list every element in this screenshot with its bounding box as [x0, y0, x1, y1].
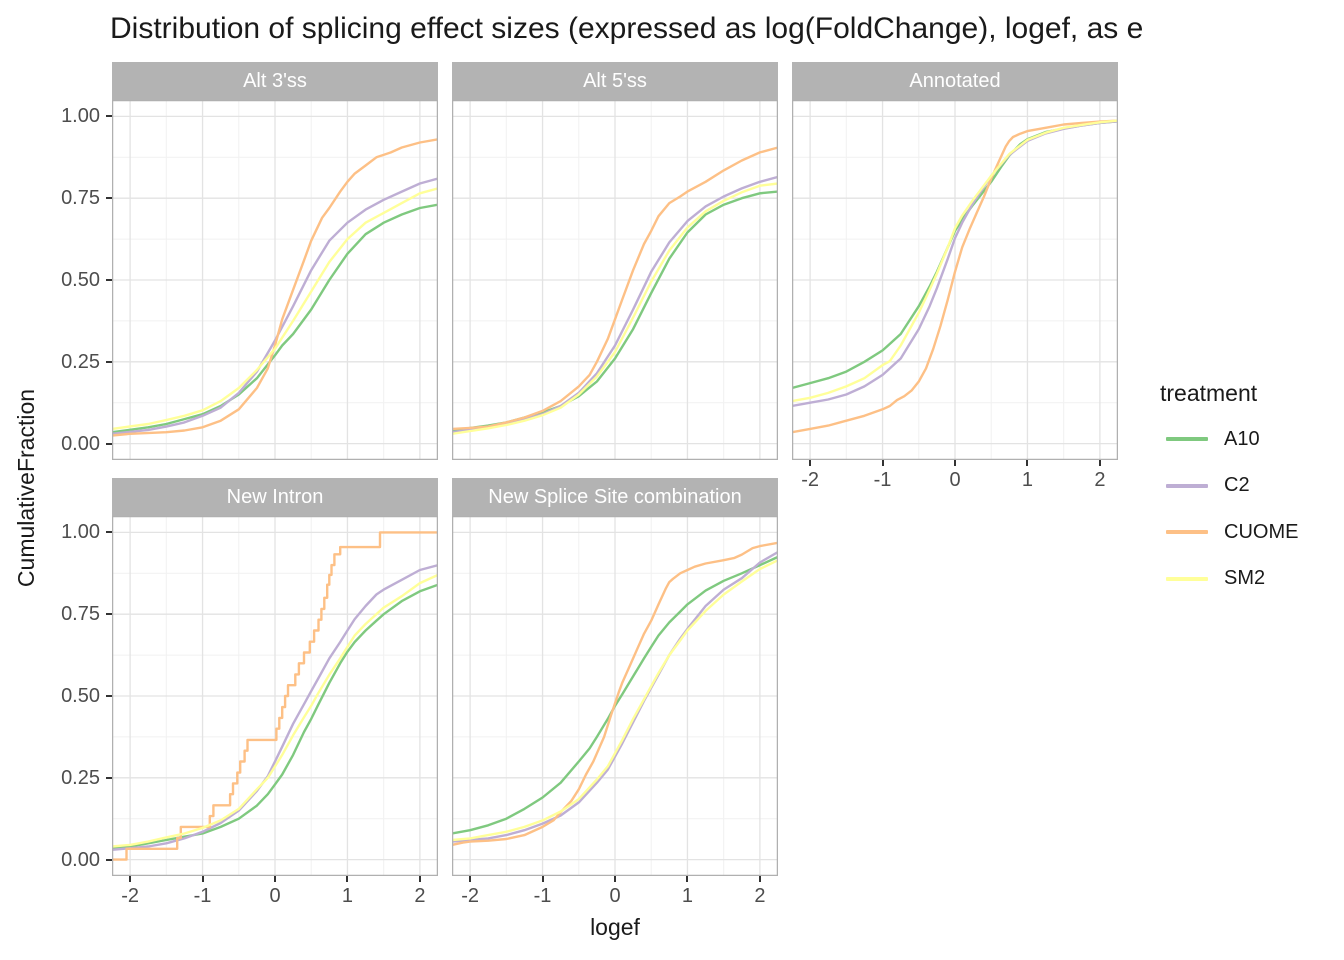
- facet-new-intron: New Intron: [112, 478, 438, 876]
- legend-key-line-a10: [1166, 437, 1208, 442]
- ecdf-line-c2: [112, 177, 438, 435]
- y-tick-label: 0.75: [61, 603, 100, 626]
- y-tick-label: 0.75: [61, 187, 100, 210]
- x-tick-label: 1: [341, 885, 353, 907]
- facet-annotated: Annotated: [792, 62, 1118, 460]
- legend-title: treatment: [1160, 380, 1258, 406]
- x-tick-mark: [954, 460, 956, 466]
- x-tick-mark: [346, 876, 349, 882]
- ecdf-line-sm2: [112, 573, 438, 848]
- x-tick-mark: [686, 876, 689, 882]
- ecdf-line-cuome: [112, 531, 438, 861]
- legend-key-line-c2: [1166, 483, 1208, 488]
- x-tick-label: 0: [609, 885, 621, 907]
- y-tick-mark: [106, 695, 112, 697]
- x-tick-label: 2: [414, 885, 426, 907]
- y-tick-mark: [106, 776, 112, 779]
- x-tick-mark: [201, 876, 204, 882]
- x-tick-mark: [758, 876, 761, 882]
- ecdf-line-sm2: [452, 559, 778, 842]
- legend-key-line-sm2: [1166, 576, 1208, 581]
- ecdf-line-cuome: [792, 119, 1118, 434]
- legend-key-line-cuome: [1166, 530, 1208, 535]
- x-tick-mark: [274, 876, 276, 882]
- facet-panel-new-splice-site-combination: [452, 516, 778, 876]
- y-tick-label: 0.25: [61, 766, 100, 789]
- y-tick-label: 0.50: [61, 269, 100, 291]
- x-tick-label: 0: [949, 469, 961, 491]
- x-tick-label: -2: [801, 469, 819, 491]
- x-axis-title: logef: [590, 914, 640, 940]
- facet-panel-annotated: [792, 100, 1118, 460]
- ecdf-line-c2: [452, 550, 778, 843]
- legend-label-sm2: SM2: [1224, 567, 1266, 590]
- legend-item-cuome: CUOME: [1160, 509, 1340, 556]
- y-tick-mark: [106, 360, 112, 363]
- y-tick-mark: [106, 279, 112, 281]
- ecdf-line-c2: [112, 563, 438, 851]
- x-tick-label: -2: [461, 885, 479, 907]
- facet-strip-annotated: Annotated: [792, 62, 1118, 100]
- facet-alt-3ss: Alt 3'ss: [112, 62, 438, 460]
- x-tick-label: -2: [121, 885, 139, 907]
- x-tick-mark: [1026, 460, 1029, 466]
- ecdf-line-cuome: [452, 541, 778, 847]
- y-tick-label: 0.50: [61, 685, 100, 707]
- legend-label-a10: A10: [1224, 427, 1260, 450]
- x-tick-label: -1: [873, 469, 892, 491]
- legend-label-c2: C2: [1224, 474, 1250, 497]
- facet-panel-alt-3ss: [112, 100, 438, 460]
- legend-item-c2: C2: [1160, 463, 1340, 510]
- legend-item-sm2: SM2: [1160, 556, 1340, 603]
- x-tick-label: 2: [1094, 469, 1106, 491]
- ecdf-line-cuome: [452, 146, 778, 431]
- x-tick-label: -1: [533, 885, 552, 907]
- facet-panel-alt-5ss: [452, 100, 778, 460]
- ecdf-line-c2: [452, 175, 778, 434]
- x-tick-label: -1: [193, 885, 212, 907]
- x-tick-label: 1: [681, 885, 693, 907]
- ecdf-line-cuome: [112, 138, 438, 437]
- facet-strip-new-splice-site-combination: New Splice Site combination: [452, 478, 778, 516]
- facet-panel-new-intron: [112, 516, 438, 876]
- x-tick-mark: [881, 460, 884, 466]
- facet-strip-alt-3ss: Alt 3'ss: [112, 62, 438, 100]
- y-tick-mark: [106, 858, 112, 861]
- facet-strip-alt-5ss: Alt 5'ss: [452, 62, 778, 100]
- facet-alt-5ss: Alt 5'ss: [452, 62, 778, 460]
- x-tick-mark: [418, 876, 421, 882]
- y-axis-title: CumulativeFraction: [13, 388, 39, 588]
- x-tick-mark: [614, 876, 616, 882]
- y-tick-label: 0.00: [61, 848, 100, 871]
- legend-item-a10: A10: [1160, 416, 1340, 463]
- x-tick-label: 1: [1021, 469, 1033, 491]
- y-tick-label: 0.25: [61, 350, 100, 373]
- ecdf-line-sm2: [452, 182, 778, 435]
- y-tick-mark: [106, 115, 112, 118]
- y-tick-label: 1.00: [61, 521, 100, 544]
- chart-title: Distribution of splicing effect sizes (e…: [110, 12, 1144, 45]
- legend: treatment A10 C2 CUOME SM2: [1160, 378, 1340, 602]
- x-tick-label: 2: [754, 885, 766, 907]
- x-tick-mark: [541, 876, 544, 882]
- facet-strip-new-intron: New Intron: [112, 478, 438, 516]
- ecdf-line-a10: [112, 203, 438, 434]
- y-tick-label: 1.00: [61, 105, 100, 128]
- ecdf-line-sm2: [112, 187, 438, 431]
- y-tick-mark: [106, 442, 112, 445]
- y-tick-mark: [106, 531, 112, 534]
- y-tick-label: 0.00: [61, 432, 100, 455]
- x-tick-mark: [1098, 460, 1101, 466]
- x-tick-mark: [469, 876, 472, 882]
- y-tick-mark: [106, 613, 112, 616]
- ecdf-line-a10: [452, 555, 778, 835]
- x-tick-mark: [129, 876, 132, 882]
- y-tick-mark: [106, 197, 112, 200]
- ecdf-line-sm2: [792, 119, 1118, 403]
- x-tick-mark: [809, 460, 812, 466]
- facet-new-splice-site-combination: New Splice Site combination: [452, 478, 778, 876]
- x-tick-label: 0: [269, 885, 281, 907]
- legend-label-cuome: CUOME: [1224, 520, 1299, 543]
